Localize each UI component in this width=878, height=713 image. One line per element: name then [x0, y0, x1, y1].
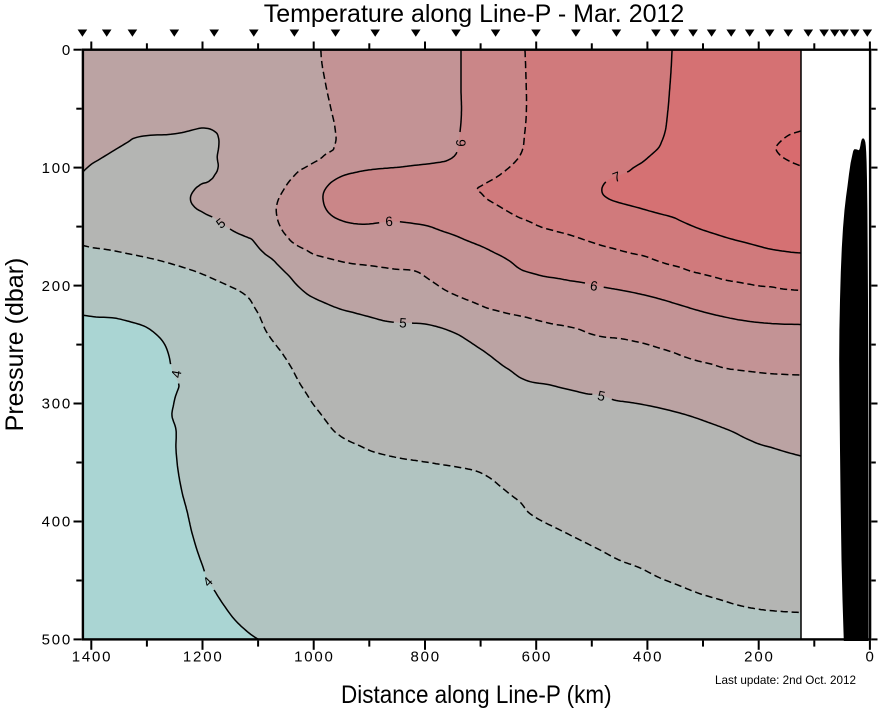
- svg-text:300: 300: [42, 396, 72, 413]
- svg-text:800: 800: [410, 649, 440, 666]
- svg-text:400: 400: [633, 649, 663, 666]
- svg-text:Pressure (dbar): Pressure (dbar): [1, 258, 29, 432]
- svg-text:200: 200: [42, 278, 72, 295]
- svg-text:Distance along Line-P (km): Distance along Line-P (km): [341, 681, 612, 708]
- svg-text:6: 6: [385, 214, 394, 229]
- svg-text:6: 6: [453, 139, 468, 147]
- svg-text:1400: 1400: [72, 649, 113, 666]
- svg-text:400: 400: [42, 514, 72, 531]
- svg-text:1000: 1000: [294, 649, 335, 666]
- svg-text:0: 0: [866, 649, 876, 666]
- svg-text:5: 5: [596, 388, 606, 404]
- svg-text:500: 500: [42, 632, 72, 649]
- svg-text:5: 5: [399, 315, 407, 330]
- svg-text:4: 4: [168, 369, 184, 379]
- svg-text:6: 6: [589, 278, 599, 294]
- svg-text:Temperature along Line-P - Mar: Temperature along Line-P - Mar. 2012: [264, 0, 685, 28]
- svg-text:1200: 1200: [183, 649, 224, 666]
- svg-text:200: 200: [744, 649, 774, 666]
- svg-text:100: 100: [42, 160, 72, 177]
- svg-text:Last update: 2nd Oct. 2012: Last update: 2nd Oct. 2012: [715, 674, 856, 687]
- svg-text:0: 0: [62, 42, 72, 59]
- svg-text:600: 600: [522, 649, 552, 666]
